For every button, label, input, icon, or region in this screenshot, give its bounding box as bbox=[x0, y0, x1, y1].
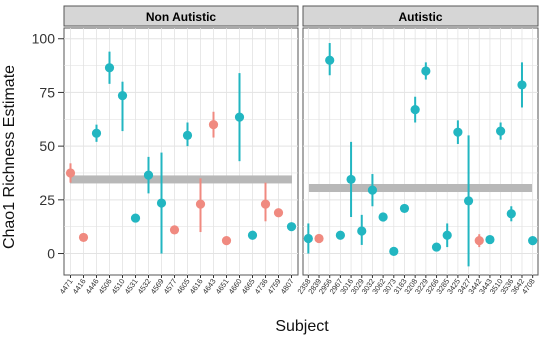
x-tick-label: 4651 bbox=[214, 277, 231, 296]
data-point bbox=[517, 80, 527, 90]
mean-line bbox=[70, 175, 292, 184]
data-point bbox=[463, 196, 474, 206]
data-point bbox=[156, 198, 167, 208]
panel-strip-label: Non Autistic bbox=[146, 10, 217, 24]
data-point bbox=[260, 199, 271, 209]
x-tick-label: 4660 bbox=[227, 277, 244, 296]
x-tick-label: 4577 bbox=[162, 277, 179, 296]
y-tick-label: 100 bbox=[32, 31, 56, 47]
data-point bbox=[335, 230, 345, 240]
x-tick-label: 4605 bbox=[175, 277, 192, 296]
data-point bbox=[421, 66, 431, 76]
data-point bbox=[195, 199, 206, 209]
x-tick-label: 4616 bbox=[188, 277, 205, 296]
data-point bbox=[346, 174, 356, 185]
data-point bbox=[506, 209, 516, 219]
x-tick-label: 4807 bbox=[279, 277, 296, 296]
x-axis-title: Subject bbox=[275, 318, 329, 335]
data-point bbox=[221, 236, 232, 246]
data-point bbox=[78, 232, 89, 243]
y-tick-label: 50 bbox=[39, 138, 55, 154]
data-point bbox=[65, 168, 76, 178]
panel-strip bbox=[302, 5, 539, 27]
data-point bbox=[410, 105, 420, 115]
mean-line bbox=[309, 184, 532, 193]
x-tick-label: 4531 bbox=[123, 277, 140, 296]
data-point bbox=[389, 246, 399, 256]
x-tick-label: 4665 bbox=[240, 277, 257, 296]
panel-strip bbox=[63, 5, 299, 27]
x-tick-label: 4569 bbox=[149, 277, 166, 296]
panel-non-autistic: Non Autistic 4471441644464506451045314532… bbox=[58, 5, 299, 296]
data-point bbox=[367, 185, 378, 195]
data-point bbox=[496, 126, 506, 136]
data-point bbox=[485, 234, 495, 245]
data-point bbox=[273, 208, 284, 218]
data-point bbox=[474, 236, 484, 246]
data-point bbox=[91, 128, 102, 138]
data-point bbox=[117, 91, 128, 101]
x-tick-label: 4471 bbox=[58, 277, 75, 296]
data-point bbox=[378, 212, 388, 222]
panel-autistic: Autistic23582839295629673016302930323062… bbox=[296, 5, 539, 296]
data-point bbox=[143, 170, 154, 180]
x-tick-label: 4416 bbox=[71, 277, 88, 296]
data-point bbox=[453, 127, 463, 137]
y-axis-title: Chao1 Richness Estimate bbox=[1, 65, 18, 249]
panel-plot-area bbox=[63, 27, 299, 276]
x-tick-label: 4759 bbox=[266, 277, 283, 296]
data-point bbox=[130, 213, 141, 223]
data-point bbox=[286, 222, 297, 232]
y-tick-label: 75 bbox=[39, 84, 55, 100]
x-tick-label: 4643 bbox=[201, 277, 218, 296]
data-point bbox=[431, 242, 442, 252]
y-tick-label: 25 bbox=[39, 192, 55, 208]
x-tick-label: 4736 bbox=[253, 277, 270, 296]
data-point bbox=[357, 226, 367, 236]
data-point bbox=[528, 236, 538, 246]
data-point bbox=[303, 233, 313, 244]
x-tick-label: 4532 bbox=[136, 277, 153, 296]
data-point bbox=[442, 230, 452, 240]
x-tick-label: 4506 bbox=[97, 277, 114, 296]
x-tick-label: 4446 bbox=[84, 277, 101, 296]
data-point bbox=[314, 233, 324, 244]
data-point bbox=[399, 203, 410, 214]
panel-strip-label: Autistic bbox=[398, 10, 442, 24]
data-point bbox=[182, 130, 193, 140]
data-point bbox=[169, 225, 180, 235]
y-tick-label: 0 bbox=[47, 246, 55, 262]
data-point bbox=[247, 230, 258, 240]
data-point bbox=[234, 112, 245, 122]
x-tick-label: 4510 bbox=[110, 277, 127, 296]
data-point bbox=[325, 55, 335, 65]
data-point bbox=[208, 120, 219, 130]
data-point bbox=[104, 63, 115, 73]
